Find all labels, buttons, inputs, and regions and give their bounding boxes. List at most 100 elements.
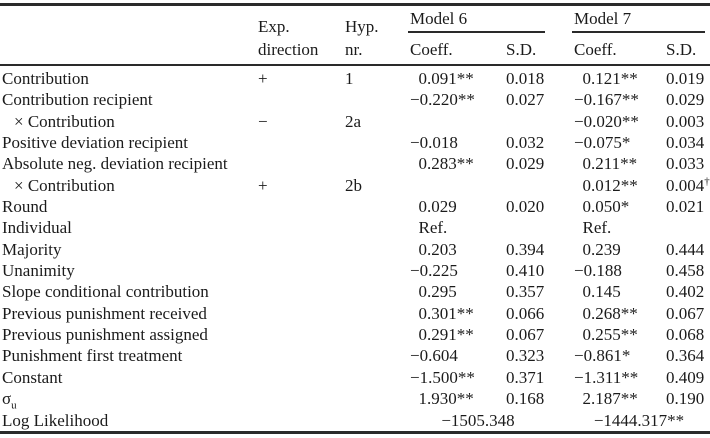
- model6-coeff-value: 0.301**: [410, 303, 474, 323]
- exp-direction-value: [255, 132, 340, 153]
- exp-direction-value: [255, 303, 340, 324]
- table-row: × Contribution − 2a −0.020** 0.003: [0, 111, 710, 132]
- exp-direction-value: [255, 217, 340, 238]
- model7-sd-value: 0.409: [666, 367, 705, 387]
- hyp-nr-value: [340, 89, 408, 110]
- header-blank-cell: [0, 6, 255, 64]
- model7-coeff-value: −0.020**: [574, 111, 639, 131]
- model6-sd-value: 0.066: [506, 303, 545, 323]
- hyp-nr-value: [340, 410, 408, 431]
- table-row: Individual Ref. Ref.: [0, 217, 710, 238]
- header-rule-divider: [0, 64, 710, 66]
- model6-title: Model 6: [408, 9, 545, 33]
- model6-coeff-value: −0.220**: [410, 90, 475, 110]
- model7-sd-value: 0.021: [666, 197, 705, 217]
- exp-direction-value: [255, 260, 340, 281]
- model6-loglikelihood-value: −1505.348: [441, 410, 515, 430]
- model6-coeff-value: 0.091**: [410, 69, 474, 88]
- table-row: Contribution +1 0.091** 0.018 0.121** 0.019: [0, 68, 710, 89]
- model6-sd-value: 0.067: [506, 325, 545, 345]
- model7-coeff-value: 0.145: [574, 282, 621, 302]
- model6-sd-value: 0.032: [506, 133, 545, 153]
- model6-sd-value: 0.027: [506, 90, 545, 110]
- row-label: × Contribution: [14, 175, 115, 195]
- model7-sd-value: 0.402: [666, 282, 705, 302]
- model6-sd-value: 0.371: [506, 367, 545, 387]
- row-label: Absolute neg. deviation recipient: [2, 154, 228, 174]
- model6-coeff-value: 0.283**: [410, 154, 474, 174]
- row-label: Contribution: [2, 69, 89, 88]
- table-row: Contribution recipient −0.220** 0.027 −0.16…: [0, 89, 710, 110]
- model7-coeff-value: 0.050*: [574, 197, 630, 217]
- model6-sd-header: S.D.: [506, 40, 537, 59]
- label-subscript: u: [11, 399, 17, 412]
- model7-sd-value: 0.458: [666, 261, 705, 281]
- hyp-nr-value: [340, 303, 408, 324]
- exp-direction-value: [255, 89, 340, 110]
- hyp-nr-value: 1: [345, 69, 354, 88]
- model6-coeff-value: Ref.: [410, 218, 448, 238]
- hyp-nr-line2: nr.: [345, 40, 363, 59]
- exp-direction-value: [255, 324, 340, 345]
- model7-sd-value: 0.019: [666, 69, 705, 88]
- model6-sd-value: 0.410: [506, 261, 545, 281]
- hyp-nr-value: [340, 345, 408, 366]
- table-row: σu 1.930** 0.168 2.187** 0.190: [0, 388, 710, 412]
- row-label: Majority: [2, 239, 62, 259]
- model7-sd-value: 0.033: [666, 154, 705, 174]
- model6-coeff-header: Coeff.: [410, 40, 453, 59]
- exp-direction-value: [255, 239, 340, 260]
- row-label: Individual: [2, 218, 72, 238]
- model6-sd-value: 0.018: [506, 69, 545, 88]
- exp-direction-value: −: [258, 111, 268, 131]
- table-row: Positive deviation recipient −0.018 0.032 −…: [0, 132, 710, 153]
- hyp-nr-value: 2b: [345, 175, 362, 195]
- top-rule-divider: [0, 3, 710, 6]
- hyp-nr-value: [340, 367, 408, 388]
- model6-coeff-value: [408, 175, 505, 196]
- table-row: Unanimity −0.225 0.410 −0.188 0.458: [0, 260, 710, 281]
- model6-sd-value: 0.323: [506, 346, 545, 366]
- model7-coeff-value: −0.075*: [574, 133, 631, 153]
- table-row: Constant −1.500** 0.371 −1.311** 0.409: [0, 367, 710, 388]
- model7-coeff-value: 0.239: [574, 239, 621, 259]
- row-label: Previous punishment received: [2, 303, 207, 323]
- model7-sd-header: S.D.: [666, 40, 697, 59]
- model7-coeff-value: −0.861*: [574, 346, 631, 366]
- model7-coeff-value: −1.311**: [574, 367, 639, 387]
- table-row: Absolute neg. deviation recipient 0.283*…: [0, 153, 710, 174]
- row-label: Unanimity: [2, 261, 75, 281]
- table-row: Majority 0.203 0.394 0.239 0.444: [0, 239, 710, 260]
- model6-sd-value: 0.357: [506, 282, 545, 302]
- model7-coeff-value: Ref.: [574, 218, 612, 238]
- model6-coeff-value: −1.500**: [410, 367, 475, 387]
- model7-sd-value: 0.364: [666, 346, 705, 366]
- model7-coeff-value: 0.012**: [574, 175, 638, 195]
- model6-coeff-value: 0.203: [410, 239, 457, 259]
- model7-sd-value: 0.029: [666, 90, 705, 110]
- model6-coeff-value: 0.295: [410, 282, 457, 302]
- row-label: σu: [2, 389, 17, 412]
- table-row: × Contribution +2b 0.012** 0.004†: [0, 175, 710, 196]
- hyp-nr-line1: Hyp.: [345, 17, 379, 36]
- model6-sd-value: [505, 217, 572, 238]
- exp-direction-line1: Exp.: [258, 17, 290, 36]
- model7-coeff-value: −0.188: [574, 261, 622, 281]
- model6-coeff-value: 0.291**: [410, 325, 474, 345]
- row-label: × Contribution: [14, 111, 115, 131]
- model6-coeff-value: 0.029: [410, 197, 457, 217]
- hyp-nr-value: [340, 196, 408, 217]
- model6-sd-value: [505, 111, 572, 132]
- table-row: Round 0.029 0.020 0.050* 0.021: [0, 196, 710, 217]
- row-label: Constant: [2, 367, 63, 387]
- row-label: Positive deviation recipient: [2, 133, 189, 153]
- model7-coeff-value: 0.268**: [574, 303, 638, 323]
- model7-coeff-value: 0.255**: [574, 325, 638, 345]
- table-body: Contribution +1 0.091** 0.018 0.121** 0.019…: [0, 68, 710, 431]
- model7-sd-value: 0.068: [666, 325, 705, 345]
- model7-title: Model 7: [572, 9, 705, 33]
- col-group-model6: Model 6 Coeff. S.D.: [408, 6, 572, 64]
- model7-sd-value: 0.067: [666, 303, 705, 323]
- exp-direction-value: +: [258, 175, 268, 195]
- model7-coeff-value: 0.121**: [574, 69, 638, 88]
